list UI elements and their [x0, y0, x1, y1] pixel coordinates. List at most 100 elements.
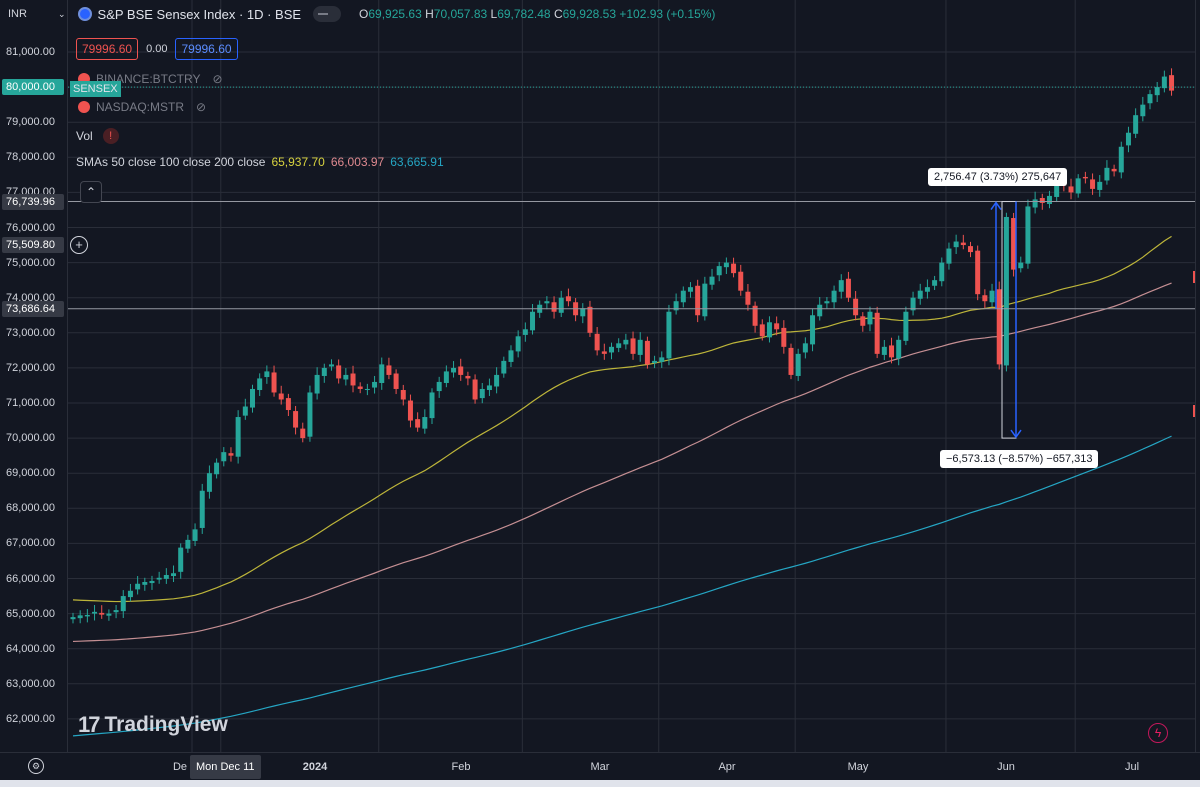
ohlc-values: O69,925.63 H70,057.83 L69,782.48 C69,928…	[359, 7, 716, 21]
lightning-icon[interactable]: ϟ	[1148, 723, 1168, 743]
candle-body	[199, 490, 205, 528]
time-tick-label: Feb	[451, 761, 471, 773]
candle-body	[745, 291, 751, 305]
candle-body	[623, 339, 629, 345]
candle-body	[709, 276, 715, 285]
price-tick-label: 62,000.00	[6, 712, 55, 725]
price-axis[interactable]: 81,000.0080,000.0079,000.0078,000.0077,0…	[0, 0, 68, 752]
candle-body	[465, 375, 471, 379]
candle-body	[810, 315, 816, 345]
candle-body	[687, 287, 693, 292]
candle-body	[228, 453, 234, 456]
crosshair-date-tag: Mon Dec 11	[190, 755, 261, 779]
sma200-value: 63,665.91	[390, 155, 444, 169]
sma200-line	[72, 435, 1172, 737]
eye-off-icon[interactable]: ⊘	[212, 72, 223, 86]
price-tick-label: 70,000.00	[6, 432, 55, 445]
candle-body	[594, 333, 600, 351]
candle-body	[350, 373, 356, 386]
candle-body	[889, 345, 895, 358]
time-axis[interactable]: De 2024 Feb Mar Apr May Jun Jul Mon Dec 11	[0, 752, 1200, 780]
candle-body	[1118, 146, 1124, 173]
plus-icon: +	[75, 237, 83, 252]
price-tick-label: 73,000.00	[6, 326, 55, 339]
price-chart[interactable]	[68, 0, 1195, 752]
candle-body	[716, 266, 722, 276]
candle-body	[415, 419, 421, 428]
candle-body	[903, 311, 909, 341]
candle-body	[666, 311, 672, 359]
candle-body	[609, 346, 614, 353]
candle-body	[867, 311, 873, 325]
candle-body	[142, 582, 148, 585]
candle-body	[293, 411, 299, 428]
candle-body	[214, 462, 220, 475]
candle-body	[896, 339, 902, 359]
candle-body	[328, 364, 334, 367]
candle-body	[788, 347, 794, 375]
settings-gear-icon[interactable]: ⚙	[28, 758, 44, 774]
candle-body	[1025, 206, 1031, 264]
volume-legend: Vol !	[76, 128, 119, 144]
collapse-legend-button[interactable]: ⌃	[80, 181, 102, 203]
sensex-logo-icon	[77, 7, 92, 21]
candle-body	[192, 529, 198, 541]
price-tick-label: 66,000.00	[6, 572, 55, 585]
candle-body	[738, 271, 744, 291]
candle-body	[637, 339, 643, 355]
candle-body	[1003, 216, 1009, 366]
price-tick-label: 81,000.00	[6, 46, 55, 58]
candle-body	[652, 360, 658, 363]
buy-button[interactable]: 79996.60	[175, 38, 238, 60]
candle-body	[580, 308, 586, 317]
bid-ask-row: 79996.60 0.00 79996.60	[76, 38, 238, 60]
candle-body	[501, 360, 507, 374]
chevron-down-icon[interactable]: ⌄	[58, 8, 66, 19]
symbol-legend: INR ⌄ S&P BSE Sensex Index · 1D · BSE D …	[8, 6, 715, 22]
candle-body	[910, 297, 916, 311]
toggle-icon[interactable]	[313, 6, 342, 22]
alert-marker	[1193, 405, 1195, 417]
overlay-mstr[interactable]: NASDAQ:MSTR ⊘	[78, 100, 206, 114]
candle-body	[1140, 104, 1146, 117]
candle-body	[659, 357, 665, 362]
candle-body	[781, 327, 787, 347]
candle-body	[975, 250, 981, 295]
eye-off-icon[interactable]: ⊘	[196, 100, 207, 114]
candle-body	[1169, 75, 1175, 91]
chevron-up-icon: ⌃	[85, 185, 97, 199]
add-plus-button[interactable]: +	[70, 236, 88, 254]
candle-body	[1054, 181, 1060, 197]
candle-body	[278, 393, 284, 400]
spread-value: 0.00	[146, 43, 168, 55]
candle-body	[285, 398, 291, 411]
crosshair-price-tag: 76,739.96	[2, 193, 64, 210]
candle-body	[565, 296, 571, 302]
candle-body	[1018, 262, 1024, 269]
price-tick-label: 71,000.00	[6, 397, 55, 409]
symbol-title[interactable]: S&P BSE Sensex Index · 1D · BSE	[97, 6, 302, 22]
candle-body	[494, 374, 500, 387]
price-tick-label: 72,000.00	[6, 361, 55, 374]
time-tick-label: De	[172, 761, 188, 773]
time-tick-label: Jun	[997, 761, 1015, 773]
candle-body	[1075, 178, 1081, 194]
currency-label: INR	[8, 8, 27, 20]
candle-body	[429, 392, 435, 419]
candle-body	[235, 417, 241, 457]
candle-body	[508, 350, 514, 362]
candle-body	[1133, 115, 1139, 134]
sma-label[interactable]: SMAs 50 close 100 close 200 close	[76, 155, 266, 169]
error-icon[interactable]: !	[102, 128, 119, 144]
sell-button[interactable]: 79996.60	[76, 38, 139, 60]
chart-pane[interactable]	[68, 0, 1195, 752]
price-tick-label: 65,000.00	[6, 607, 55, 620]
candle-body	[924, 287, 930, 292]
cursor-price-tag: 75,509.80	[2, 236, 64, 253]
candle-body	[149, 580, 155, 584]
current-price-tag: 80,000.00	[2, 79, 64, 96]
sensex-overlay-tag[interactable]: SENSEX	[70, 81, 121, 97]
candle-body	[242, 406, 248, 416]
right-scale-strip	[1195, 0, 1200, 752]
tradingview-watermark[interactable]: 17 TradingView	[78, 712, 228, 738]
